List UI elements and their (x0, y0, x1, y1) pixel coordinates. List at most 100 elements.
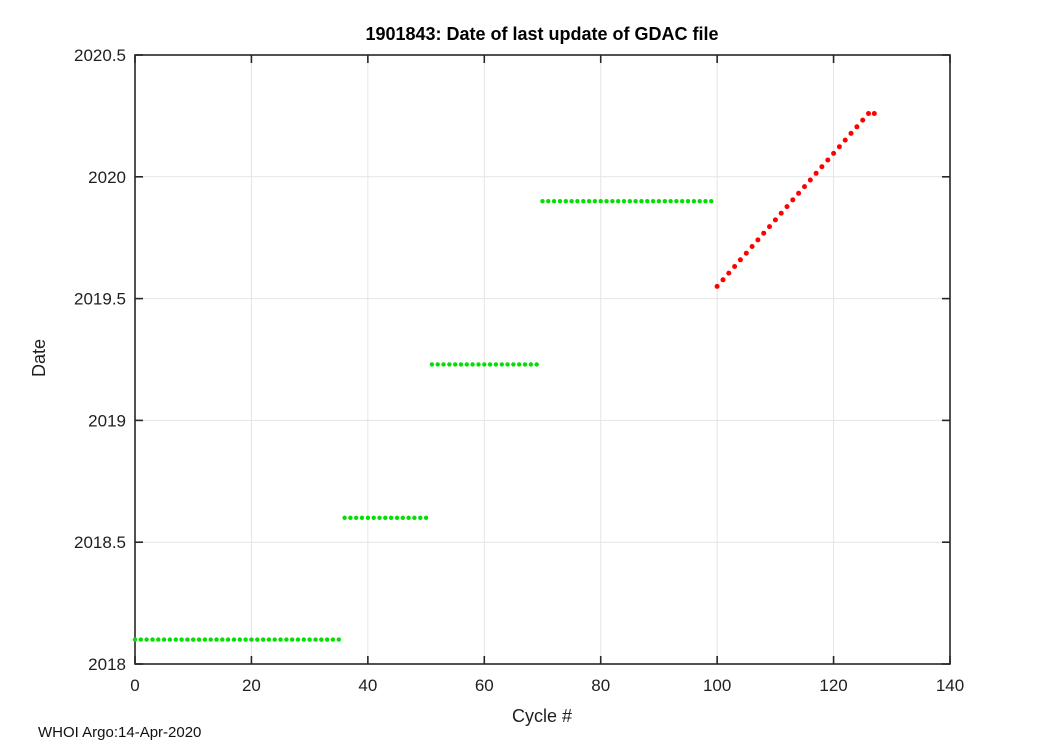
data-point (639, 199, 644, 204)
data-point (132, 637, 138, 642)
data-point (458, 362, 464, 367)
data-point (674, 199, 679, 204)
data-point (633, 199, 638, 204)
data-point (150, 637, 155, 642)
data-point (301, 637, 306, 642)
data-point (284, 637, 289, 642)
data-point (709, 199, 714, 204)
x-tick-label: 20 (242, 676, 261, 695)
x-tick-label: 140 (936, 676, 964, 695)
data-point (604, 199, 609, 204)
data-point (575, 199, 580, 204)
data-point (825, 157, 831, 163)
y-tick-label: 2018.5 (74, 533, 126, 552)
data-point (295, 637, 301, 642)
data-point (697, 199, 702, 204)
data-point (563, 199, 568, 204)
data-point (680, 199, 685, 204)
data-point (842, 137, 848, 143)
data-series (132, 111, 877, 642)
data-point (394, 515, 400, 520)
data-point (412, 515, 417, 520)
data-point (278, 637, 283, 642)
data-point (377, 515, 382, 520)
data-point (685, 199, 691, 204)
data-point (161, 637, 167, 642)
data-point (836, 144, 842, 150)
data-point (447, 362, 452, 367)
data-point (470, 362, 475, 367)
x-axis-label: Cycle # (512, 706, 572, 726)
data-point (528, 362, 534, 367)
data-point (540, 199, 545, 204)
data-point (319, 637, 324, 642)
data-point (441, 362, 446, 367)
data-point (645, 199, 650, 204)
recently-updated-files-series (714, 111, 877, 289)
data-point (243, 637, 248, 642)
data-point (383, 515, 388, 520)
data-point (487, 362, 493, 367)
data-point (854, 124, 860, 130)
data-point (255, 637, 260, 642)
y-tick-label: 2020.5 (74, 46, 126, 65)
y-tick-label: 2019.5 (74, 290, 126, 309)
data-point (348, 515, 353, 520)
data-point (272, 637, 277, 642)
data-point (505, 362, 510, 367)
data-point (388, 515, 394, 520)
data-point (784, 204, 790, 210)
data-point (249, 637, 254, 642)
data-point (796, 190, 802, 196)
y-tick-label: 2019 (88, 411, 126, 430)
data-point (429, 362, 435, 367)
x-tick-label: 100 (703, 676, 731, 695)
data-point (621, 199, 627, 204)
data-point (569, 199, 574, 204)
data-point (237, 637, 242, 642)
y-tick-label: 2020 (88, 168, 126, 187)
x-tick-label: 80 (591, 676, 610, 695)
data-point (220, 637, 225, 642)
data-point (668, 199, 673, 204)
y-tick-label: 2018 (88, 655, 126, 674)
data-point (610, 199, 615, 204)
data-point (185, 637, 190, 642)
data-point (737, 257, 743, 263)
data-point (720, 277, 726, 283)
data-point (208, 637, 213, 642)
data-point (260, 637, 266, 642)
data-point (191, 637, 196, 642)
batch-updated-files-series (132, 199, 714, 642)
data-point (225, 637, 231, 642)
data-point (517, 362, 522, 367)
data-point (743, 250, 749, 256)
data-point (342, 515, 347, 520)
x-tick-label: 0 (130, 676, 139, 695)
data-point (499, 362, 504, 367)
data-point (767, 224, 772, 230)
data-point (330, 637, 336, 642)
data-point (819, 164, 825, 170)
x-tick-label: 60 (475, 676, 494, 695)
data-point (650, 199, 656, 204)
data-point (616, 199, 621, 204)
data-point (598, 199, 603, 204)
data-point (866, 111, 871, 116)
x-tick-label: 40 (358, 676, 377, 695)
data-point (511, 362, 516, 367)
data-point (313, 637, 318, 642)
data-point (354, 515, 359, 520)
x-tick-label: 120 (819, 676, 847, 695)
data-point (202, 637, 208, 642)
axes-frame (134, 54, 951, 665)
data-point (371, 515, 376, 520)
data-point (831, 150, 837, 156)
chart-title: 1901843: Date of last update of GDAC fil… (365, 24, 718, 44)
data-point (778, 210, 784, 216)
data-point (802, 184, 807, 190)
data-point (400, 515, 405, 520)
data-point (749, 244, 755, 249)
